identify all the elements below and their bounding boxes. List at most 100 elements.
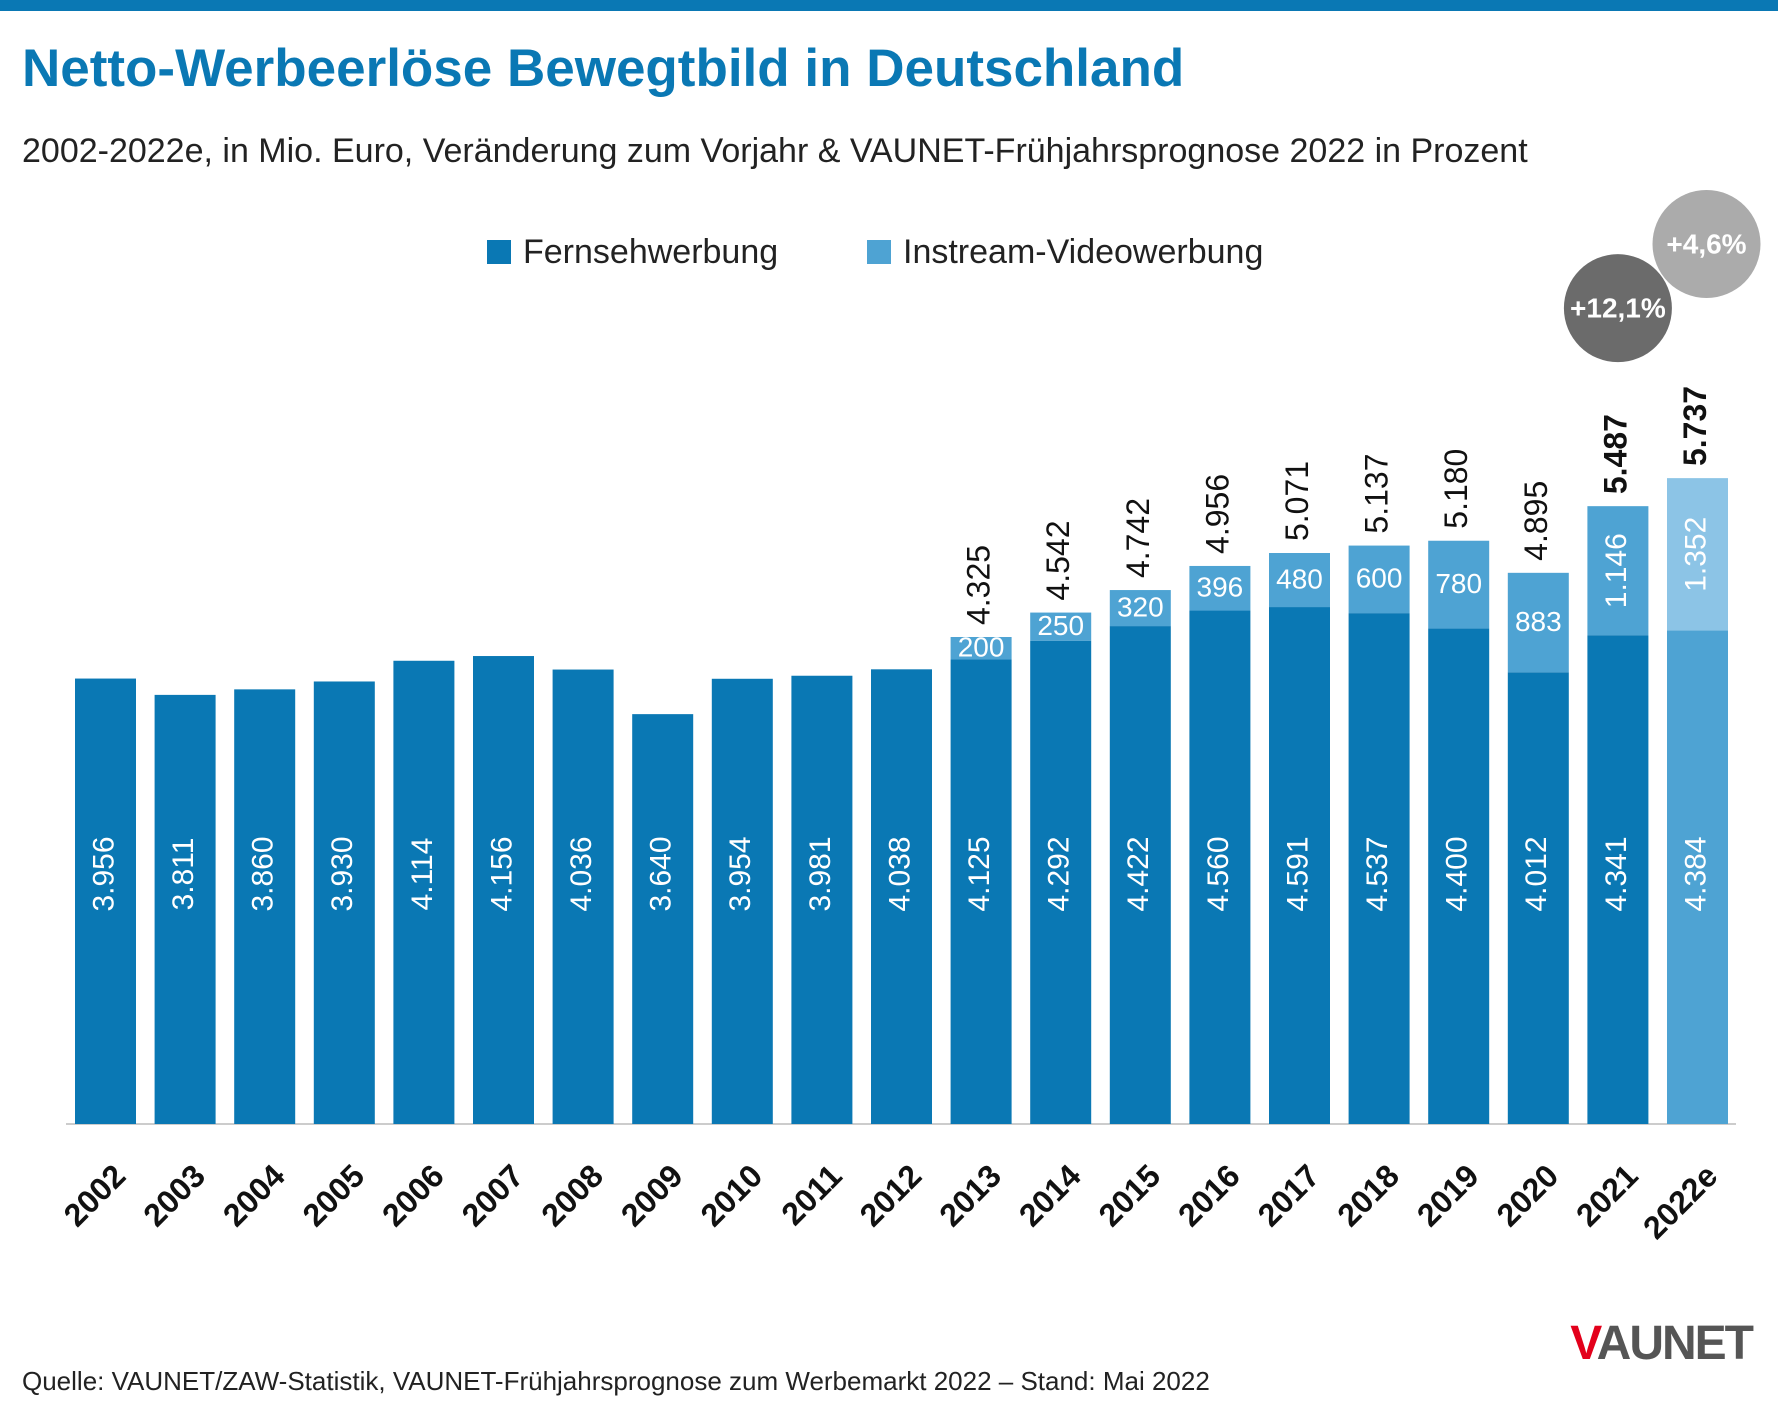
- legend-label: Instream-Videowerbung: [903, 233, 1263, 271]
- annotation-badge: [1563, 254, 1672, 363]
- bar-segment: [1428, 540, 1490, 629]
- total-label: 5.137: [1359, 453, 1395, 533]
- bar-segment: [1189, 565, 1251, 611]
- x-tick-label: 2008: [534, 1157, 610, 1233]
- x-tick-label: 2004: [216, 1157, 292, 1233]
- bar-segment: [75, 678, 136, 1124]
- value-label: 3.981: [804, 836, 837, 911]
- x-tick-label: 2011: [774, 1157, 849, 1232]
- total-label: 4.956: [1199, 474, 1235, 554]
- bar-segment: [632, 714, 694, 1124]
- bar-segment: [154, 694, 216, 1124]
- bar-segment: [1587, 506, 1649, 636]
- annotation-text: +4,6%: [1666, 228, 1746, 259]
- bar-segment: [1507, 572, 1569, 673]
- bar-segment: [313, 681, 375, 1124]
- bar-segment: [1189, 610, 1251, 1124]
- bar-segment: [1030, 612, 1092, 641]
- x-tick-label: 2017: [1251, 1157, 1327, 1233]
- x-tick-label: 2010: [693, 1157, 769, 1233]
- chart-title: Netto-Werbeerlöse Bewegtbild in Deutschl…: [22, 39, 1184, 98]
- value-label: 4.384: [1679, 836, 1712, 911]
- bar-segment: [1428, 628, 1490, 1124]
- bar-segment: [1030, 640, 1092, 1124]
- value-label: 1.352: [1679, 517, 1712, 592]
- value-label: 3.956: [87, 836, 120, 911]
- x-tick-label: 2022e: [1636, 1157, 1724, 1245]
- value-label: 396: [1197, 572, 1244, 603]
- value-label: 4.560: [1202, 836, 1235, 911]
- value-label: 3.640: [645, 836, 678, 911]
- bar-segment: [234, 689, 296, 1124]
- value-label: 780: [1435, 568, 1482, 599]
- total-label: 5.071: [1279, 461, 1315, 541]
- annotation-text: +12,1%: [1570, 293, 1666, 324]
- bar-segment: [1269, 607, 1330, 1124]
- bar-segment: [950, 659, 1012, 1124]
- value-label: 4.012: [1520, 836, 1553, 911]
- value-label: 3.930: [326, 836, 359, 911]
- value-label: 883: [1515, 606, 1562, 637]
- bar-segment: [473, 656, 534, 1124]
- bar-segment: [791, 675, 853, 1124]
- value-label: 250: [1037, 610, 1084, 641]
- source: Quelle: VAUNET/ZAW-Statistik, VAUNET-Frü…: [22, 1366, 1210, 1396]
- total-label: 4.325: [961, 545, 997, 625]
- value-label: 3.954: [724, 836, 757, 911]
- bar-segment: [1109, 626, 1171, 1124]
- value-label: 3.860: [247, 836, 280, 911]
- top-bar: [0, 0, 1778, 11]
- total-label: 4.542: [1040, 520, 1076, 600]
- logo-text: AUNET: [1597, 1317, 1754, 1370]
- logo: VAUNET: [1570, 1317, 1753, 1370]
- total-label: 5.737: [1677, 386, 1713, 466]
- value-label: 4.591: [1281, 836, 1314, 911]
- bar-segment: [393, 660, 455, 1124]
- x-tick-label: 2014: [1012, 1157, 1088, 1233]
- legend-swatch: [487, 240, 511, 264]
- bar-segment: [552, 669, 614, 1124]
- value-label: 320: [1117, 591, 1164, 622]
- bar-segment: [1348, 613, 1410, 1124]
- total-label: 5.487: [1597, 414, 1633, 494]
- x-tick-label: 2019: [1410, 1157, 1486, 1233]
- x-tick-label: 2003: [136, 1157, 212, 1233]
- x-tick-label: 2012: [853, 1157, 929, 1233]
- value-label: 600: [1356, 563, 1403, 594]
- value-label: 4.537: [1361, 836, 1394, 911]
- bar-segment: [1507, 672, 1569, 1124]
- value-label: 4.400: [1441, 836, 1474, 911]
- value-label: 480: [1276, 563, 1323, 594]
- x-tick-label: 2009: [614, 1157, 690, 1233]
- value-label: 4.114: [406, 838, 439, 911]
- bar-segment: [871, 669, 932, 1124]
- value-label: 4.125: [963, 836, 996, 911]
- bar-segment: [1667, 478, 1728, 631]
- bar-segment: [711, 678, 773, 1124]
- bar-segment: [1348, 545, 1410, 614]
- value-label: 4.156: [485, 836, 518, 911]
- bar-segment: [1587, 635, 1649, 1124]
- value-label: 4.038: [883, 836, 916, 911]
- value-label: 4.341: [1600, 836, 1633, 911]
- x-tick-label: 2015: [1091, 1157, 1167, 1233]
- x-tick-label: 2021: [1569, 1157, 1645, 1233]
- value-label: 200: [958, 632, 1005, 663]
- legend-swatch: [867, 240, 891, 264]
- total-label: 4.742: [1120, 498, 1156, 578]
- x-tick-label: 2005: [295, 1157, 371, 1233]
- x-tick-label: 2007: [455, 1157, 531, 1233]
- value-label: 4.036: [565, 836, 598, 911]
- total-label: 5.180: [1438, 449, 1474, 529]
- total-label: 4.895: [1518, 481, 1554, 561]
- x-tick-label: 2006: [375, 1157, 451, 1233]
- bar-segment: [1109, 590, 1171, 627]
- annotation-badge: [1652, 190, 1761, 299]
- bar-segment: [1269, 553, 1330, 608]
- bar-segment: [1667, 630, 1728, 1124]
- bar-segment: [950, 637, 1012, 660]
- x-tick-label: 2016: [1171, 1157, 1247, 1233]
- x-tick-label: 2018: [1330, 1157, 1406, 1233]
- value-label: 1.146: [1600, 533, 1633, 608]
